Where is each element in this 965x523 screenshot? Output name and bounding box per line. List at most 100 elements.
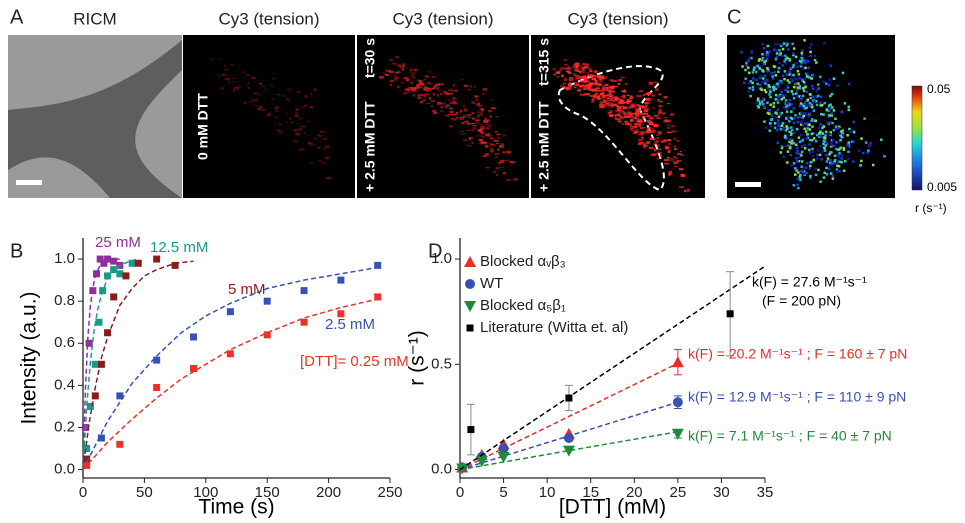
speckle	[610, 98, 613, 101]
speckle	[642, 105, 647, 109]
rate-pixel	[838, 169, 841, 173]
rate-pixel	[825, 173, 829, 176]
speckle	[402, 77, 407, 80]
speckle	[668, 170, 672, 173]
rate-pixel	[808, 123, 811, 126]
speckle	[629, 117, 634, 119]
speckle	[488, 124, 493, 127]
speckle	[579, 76, 583, 79]
legend-marker	[464, 301, 476, 312]
speckle	[467, 144, 470, 146]
speckle	[645, 97, 651, 101]
rate-pixel	[842, 148, 846, 151]
rate-pixel	[842, 169, 846, 172]
rate-pixel	[788, 59, 792, 62]
rate-pixel	[791, 126, 794, 130]
panel-label: D	[428, 240, 442, 262]
rate-pixel	[797, 82, 800, 85]
speckle	[671, 124, 675, 128]
speckle	[221, 74, 225, 76]
speckle	[299, 147, 305, 151]
rate-pixel	[785, 56, 789, 60]
speckle	[319, 130, 325, 133]
rate-pixel	[819, 95, 823, 99]
rate-pixel	[821, 150, 824, 153]
rate-pixel	[772, 102, 775, 105]
rate-pixel	[816, 157, 819, 160]
rate-pixel	[823, 149, 827, 153]
speckle	[444, 105, 449, 108]
rate-pixel	[799, 102, 803, 105]
point	[104, 272, 112, 280]
speckle	[670, 158, 675, 162]
rate-pixel	[832, 161, 835, 165]
speckle	[327, 176, 332, 179]
rate-pixel	[791, 92, 795, 96]
speckle	[650, 124, 654, 126]
rate-pixel	[796, 89, 799, 92]
speckle	[407, 90, 411, 93]
speckle	[471, 141, 474, 144]
point	[110, 266, 118, 274]
speckle	[588, 77, 594, 79]
speckle	[617, 120, 622, 123]
rate-pixel	[791, 130, 795, 134]
speckle	[583, 85, 589, 89]
rate-pixel	[766, 101, 769, 105]
speckle	[651, 138, 656, 140]
rate-pixel	[779, 81, 782, 84]
rate-pixel	[748, 57, 751, 60]
rate-pixel	[748, 86, 751, 90]
rate-pixel	[761, 52, 764, 56]
rate-pixel	[820, 112, 823, 116]
rate-pixel	[831, 177, 835, 180]
rate-pixel	[764, 59, 768, 63]
point	[110, 257, 118, 265]
speckle	[657, 131, 660, 134]
rate-pixel	[808, 112, 812, 115]
speckle	[623, 113, 627, 115]
rate-pixel	[836, 161, 839, 165]
rate-pixel	[751, 85, 755, 89]
point	[190, 333, 198, 341]
rate-pixel	[829, 131, 832, 134]
speckle	[410, 89, 414, 91]
rate-pixel	[783, 70, 787, 73]
speckle	[641, 136, 644, 139]
rate-pixel	[813, 100, 816, 103]
rate-pixel	[761, 69, 764, 72]
speckle	[615, 105, 620, 107]
speckle	[660, 140, 664, 143]
speckle	[495, 166, 500, 170]
rate-pixel	[796, 116, 800, 119]
speckle	[324, 145, 329, 148]
speckle	[564, 67, 567, 70]
rate-pixel	[777, 67, 781, 70]
speckle	[484, 153, 489, 156]
rate-pixel	[821, 132, 824, 135]
rate-pixel	[786, 116, 790, 120]
speckle	[483, 155, 486, 157]
rate-pixel	[795, 78, 798, 81]
speckle	[270, 98, 275, 100]
speckle	[675, 157, 678, 160]
speckle	[653, 81, 658, 84]
rate-pixel	[757, 106, 761, 109]
speckle	[471, 117, 476, 120]
rate-pixel	[825, 82, 828, 85]
speckle	[564, 64, 568, 66]
rate-pixel	[800, 150, 804, 154]
rate-pixel	[762, 97, 765, 101]
rate-pixel	[809, 174, 812, 178]
rate-pixel	[776, 108, 780, 112]
rate-pixel	[751, 88, 755, 92]
rate-pixel	[788, 130, 791, 134]
rate-pixel	[760, 88, 763, 92]
annotation: k(F) = 20.2 M⁻¹s⁻¹ ; F = 160 ± 7 pN	[688, 346, 907, 362]
rate-pixel	[747, 59, 750, 63]
speckle	[427, 81, 430, 84]
speckle	[657, 148, 662, 151]
speckle	[629, 96, 633, 100]
point	[153, 255, 161, 263]
